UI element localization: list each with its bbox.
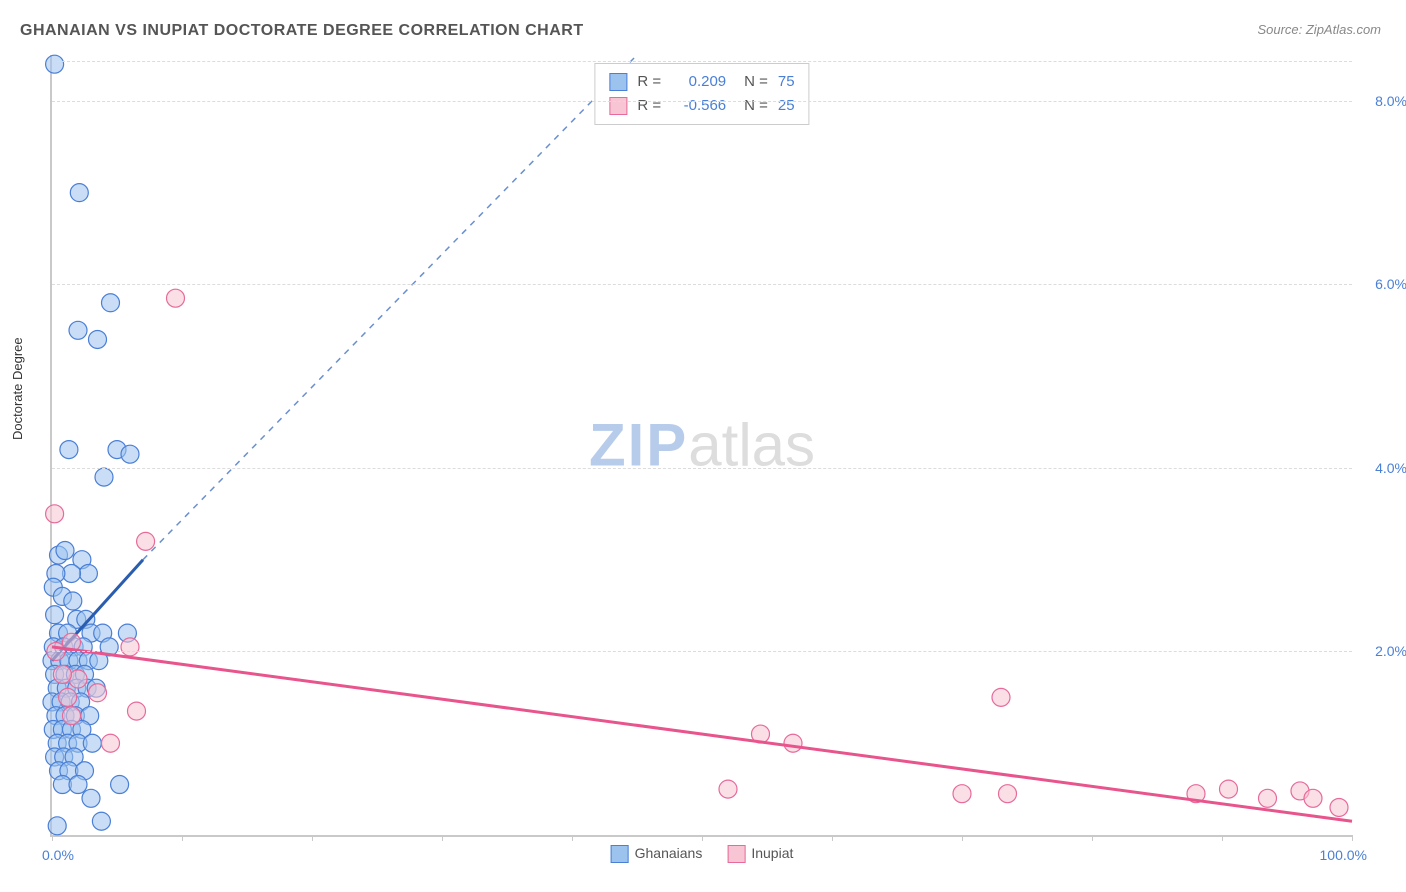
data-point xyxy=(59,688,77,706)
y-axis-label: Doctorate Degree xyxy=(10,337,25,440)
data-point xyxy=(46,55,64,73)
legend-bottom: Ghanaians Inupiat xyxy=(611,845,794,863)
x-tick xyxy=(1092,835,1093,841)
stats-row: R = -0.566 N = 25 xyxy=(609,94,794,118)
data-point xyxy=(63,707,81,725)
stats-row: R = 0.209 N = 75 xyxy=(609,70,794,94)
legend-swatch xyxy=(609,97,627,115)
data-point xyxy=(999,785,1017,803)
data-point xyxy=(1304,789,1322,807)
trend-line xyxy=(52,647,1352,821)
x-tick xyxy=(702,835,703,841)
gridline-h xyxy=(52,61,1352,62)
legend-item: Ghanaians xyxy=(611,845,703,863)
trend-line xyxy=(143,55,637,560)
x-tick xyxy=(1352,835,1353,841)
chart-title: GHANAIAN VS INUPIAT DOCTORATE DEGREE COR… xyxy=(20,22,584,40)
data-point xyxy=(92,812,110,830)
gridline-h xyxy=(52,651,1352,652)
data-point xyxy=(1330,798,1348,816)
x-axis-min-label: 0.0% xyxy=(42,847,74,863)
x-tick xyxy=(442,835,443,841)
data-point xyxy=(102,734,120,752)
chart-svg xyxy=(52,55,1352,835)
x-tick xyxy=(1222,835,1223,841)
plot-area: ZIPatlas R =0.209N =75R =-0.566N =25 0.0… xyxy=(50,55,1352,837)
stat-r-value: 0.209 xyxy=(671,70,726,94)
data-point xyxy=(102,294,120,312)
data-point xyxy=(46,505,64,523)
data-point xyxy=(82,789,100,807)
stat-n-label: N = xyxy=(744,94,768,118)
data-point xyxy=(1220,780,1238,798)
stat-r-label: R = xyxy=(637,70,661,94)
legend-swatch xyxy=(611,845,629,863)
x-tick xyxy=(832,835,833,841)
data-point xyxy=(784,734,802,752)
data-point xyxy=(46,606,64,624)
data-point xyxy=(111,776,129,794)
x-tick xyxy=(182,835,183,841)
data-point xyxy=(1259,789,1277,807)
x-tick xyxy=(312,835,313,841)
data-point xyxy=(70,184,88,202)
y-tick-label: 6.0% xyxy=(1375,276,1406,292)
y-tick-label: 2.0% xyxy=(1375,643,1406,659)
x-tick xyxy=(572,835,573,841)
source-attribution: Source: ZipAtlas.com xyxy=(1257,22,1381,37)
data-point xyxy=(95,468,113,486)
stat-n-value: 25 xyxy=(778,94,795,118)
data-point xyxy=(56,542,74,560)
legend-label: Inupiat xyxy=(751,845,793,861)
gridline-h xyxy=(52,101,1352,102)
data-point xyxy=(121,638,139,656)
legend-swatch xyxy=(609,73,627,91)
stat-n-label: N = xyxy=(744,70,768,94)
y-tick-label: 4.0% xyxy=(1375,460,1406,476)
data-point xyxy=(83,734,101,752)
stats-box: R = 0.209 N = 75 R = -0.566 N = 25 xyxy=(594,63,809,125)
data-point xyxy=(48,817,66,835)
data-point xyxy=(89,330,107,348)
data-point xyxy=(719,780,737,798)
data-point xyxy=(64,592,82,610)
data-point xyxy=(69,776,87,794)
legend-label: Ghanaians xyxy=(635,845,703,861)
data-point xyxy=(953,785,971,803)
y-tick-label: 8.0% xyxy=(1375,93,1406,109)
data-point xyxy=(128,702,146,720)
x-tick xyxy=(962,835,963,841)
data-point xyxy=(79,564,97,582)
data-point xyxy=(89,684,107,702)
data-point xyxy=(60,441,78,459)
stat-r-label: R = xyxy=(637,94,661,118)
data-point xyxy=(53,665,71,683)
data-point xyxy=(69,321,87,339)
data-point xyxy=(167,289,185,307)
stat-n-value: 75 xyxy=(778,70,795,94)
x-axis-max-label: 100.0% xyxy=(1320,847,1367,863)
gridline-h xyxy=(52,284,1352,285)
data-point xyxy=(137,532,155,550)
data-point xyxy=(992,688,1010,706)
data-point xyxy=(121,445,139,463)
gridline-h xyxy=(52,468,1352,469)
legend-item: Inupiat xyxy=(727,845,793,863)
stat-r-value: -0.566 xyxy=(671,94,726,118)
legend-swatch xyxy=(727,845,745,863)
x-tick xyxy=(52,835,53,841)
